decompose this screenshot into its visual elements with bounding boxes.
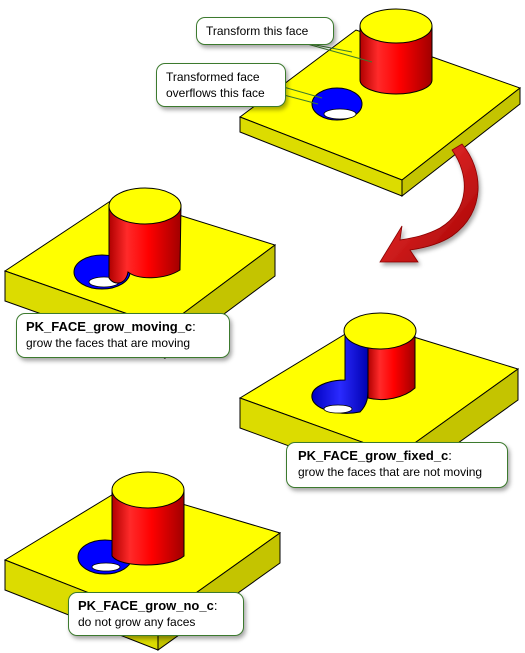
cylinder-fixed-top <box>343 312 417 350</box>
cylinder-original-side <box>359 25 433 95</box>
callout-overflow-line1: Transformed face <box>166 70 260 84</box>
callout-grow-fixed: PK_FACE_grow_fixed_c: grow the faces tha… <box>286 442 508 488</box>
callout-transform-text: Transform this face <box>206 24 309 38</box>
grow-fixed-desc: grow the faces that are not moving <box>298 465 483 479</box>
leader-overflow <box>279 85 323 99</box>
block-original-side <box>401 86 521 198</box>
grow-no-title-row: PK_FACE_grow_no_c: <box>78 598 234 614</box>
cylinder-moving-side <box>108 204 182 284</box>
grow-fixed-title: PK_FACE_grow_fixed_c <box>298 448 449 463</box>
cylinder-original-top <box>359 8 433 44</box>
grow-no-title: PK_FACE_grow_no_c <box>78 598 214 613</box>
grow-fixed-title-row: PK_FACE_grow_fixed_c: <box>296 448 498 464</box>
grow-moving-title-row: PK_FACE_grow_moving_c: <box>26 319 220 335</box>
callout-grow-no: PK_FACE_grow_no_c: do not grow any faces <box>68 592 244 636</box>
grow-moving-title: PK_FACE_grow_moving_c <box>26 319 193 334</box>
callout-transform-face: Transform this face <box>196 17 334 45</box>
callout-grow-moving: PK_FACE_grow_moving_c: grow the faces th… <box>16 313 230 358</box>
grow-no-desc: do not grow any faces <box>78 615 196 629</box>
curved-arrow-icon <box>379 143 479 263</box>
callout-overflow-line2: overflows this face <box>166 86 265 100</box>
grow-no-colon: : <box>213 598 218 613</box>
block-original <box>238 8 522 198</box>
hole-fixed-floor <box>323 404 353 414</box>
cylinder-no-grow-top <box>111 471 185 509</box>
cylinder-moving-top <box>108 187 182 225</box>
callout-overflow: Transformed face overflows this face <box>156 63 286 107</box>
leader-transform <box>299 41 373 63</box>
grow-moving-desc: grow the faces that are moving <box>26 336 191 350</box>
cylinder-no-grow-side <box>111 489 185 566</box>
grow-fixed-colon: : <box>448 448 452 463</box>
hole-original-floor <box>323 108 357 120</box>
leader-overflow-2 <box>279 93 319 105</box>
hole-no-grow-floor <box>91 562 121 572</box>
grow-moving-colon: : <box>192 319 196 334</box>
